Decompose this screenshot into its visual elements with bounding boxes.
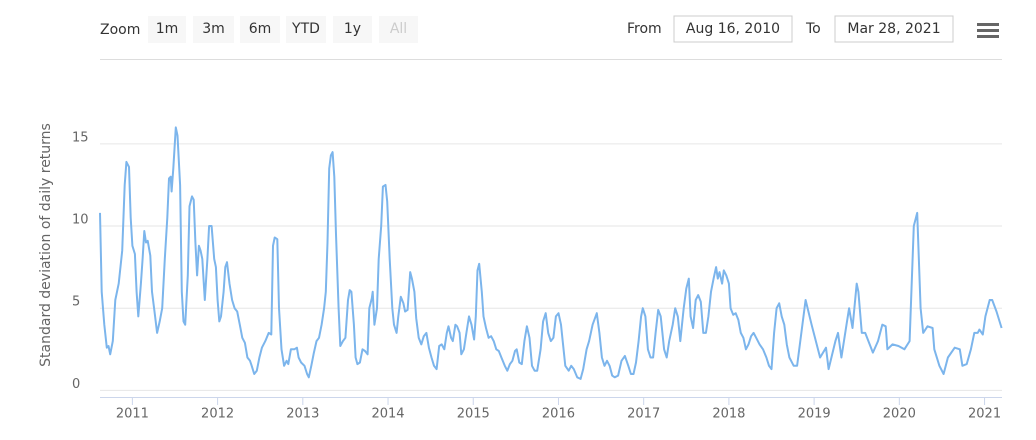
range-button[interactable] [333,16,372,43]
y-tick-label: 5 [72,295,80,310]
y-tick-label: 10 [72,213,89,228]
range-button-label[interactable]: 6m [249,21,272,37]
to-date[interactable]: Mar 28, 2021 [847,21,940,37]
x-tick-label: 2018 [712,407,745,422]
x-tick-label: 2016 [542,407,575,422]
x-tick-label: 2017 [627,407,660,422]
menu-bar [977,23,999,26]
to-input[interactable] [834,15,954,43]
x-tick-label: 2020 [883,407,916,422]
from-date[interactable]: Aug 16, 2010 [686,21,780,37]
y-axis-title: Standard deviation of daily returns [38,123,54,367]
menu-bar [977,35,999,38]
range-button[interactable] [286,16,326,43]
y-tick-label: 15 [72,130,89,145]
zoom-label: Zoom [100,22,140,38]
x-tick-label: 2011 [116,407,149,422]
range-button-label[interactable]: 1y [344,21,361,37]
menu-button[interactable] [977,23,999,38]
x-tick-label: 2021 [968,407,1001,422]
x-tick-label: 2019 [798,407,831,422]
range-button-label[interactable]: YTD [291,21,320,37]
y-tick-label: 0 [72,377,80,392]
to-label: To [805,21,821,37]
range-button-label[interactable]: 1m [156,21,179,37]
x-tick-label: 2013 [286,407,319,422]
range-button[interactable] [193,16,234,43]
x-tick-label: 2014 [371,407,404,422]
range-button[interactable] [148,16,186,43]
x-tick-label: 2012 [201,407,234,422]
range-button-label[interactable]: All [390,21,407,37]
range-button-label[interactable]: 3m [202,21,225,37]
from-input[interactable] [673,15,793,43]
range-button[interactable] [240,16,280,43]
menu-bar [977,29,999,32]
from-label: From [627,21,662,37]
data-line [99,126,1003,380]
range-button[interactable] [379,16,418,43]
x-tick-label: 2015 [457,407,490,422]
